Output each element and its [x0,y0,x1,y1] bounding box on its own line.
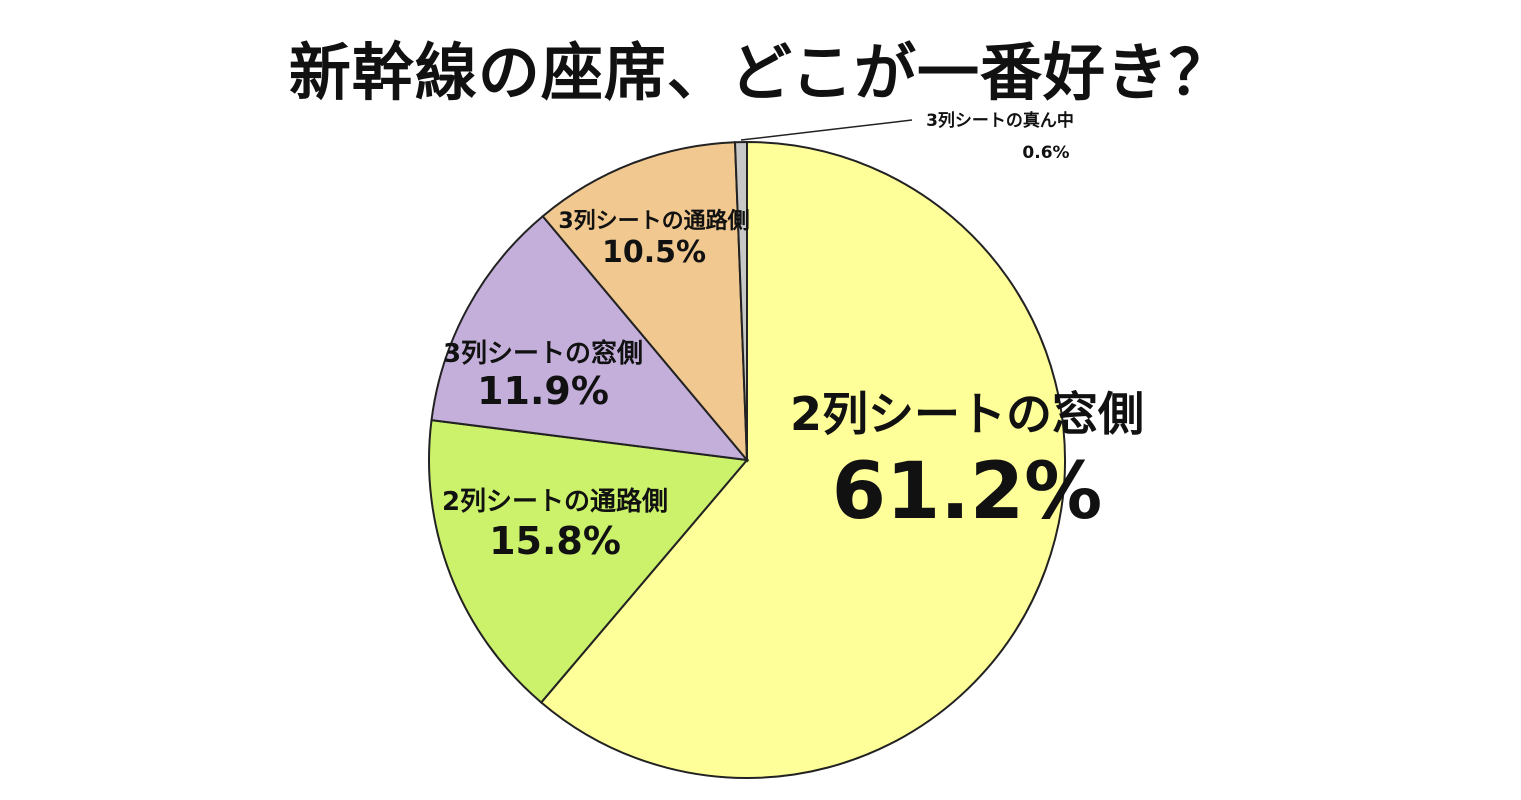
slice-2row-aisle-value: 15.8% [489,519,621,563]
slice-3row-aisle-value: 10.5% [602,235,706,270]
slice-3row-center-label: 3列シートの真ん中 [926,110,1074,131]
slice-2row-aisle [428,419,749,704]
slice-3row-window [430,214,750,462]
slice-3row-center-value: 0.6% [1022,143,1069,163]
slice-2row-window-value: 61.2% [832,447,1103,537]
slice-3row-aisle-label: 3列シートの通路側 [558,208,749,234]
slice-2row-window-label: 2列シートの窓側 [790,387,1144,441]
pie-slices [428,140,1066,779]
leader-line-center-seat [740,119,913,141]
slice-3row-center [733,140,748,461]
slice-3row-window-label: 3列シートの窓側 [443,338,643,369]
slice-3row-window-value: 11.9% [477,369,609,413]
slice-2row-aisle-label: 2列シートの通路側 [442,486,668,517]
slice-2row-window [539,140,1066,779]
slice-3row-aisle [541,141,749,463]
chart-title: 新幹線の座席、どこが一番好き？ [288,36,1233,109]
